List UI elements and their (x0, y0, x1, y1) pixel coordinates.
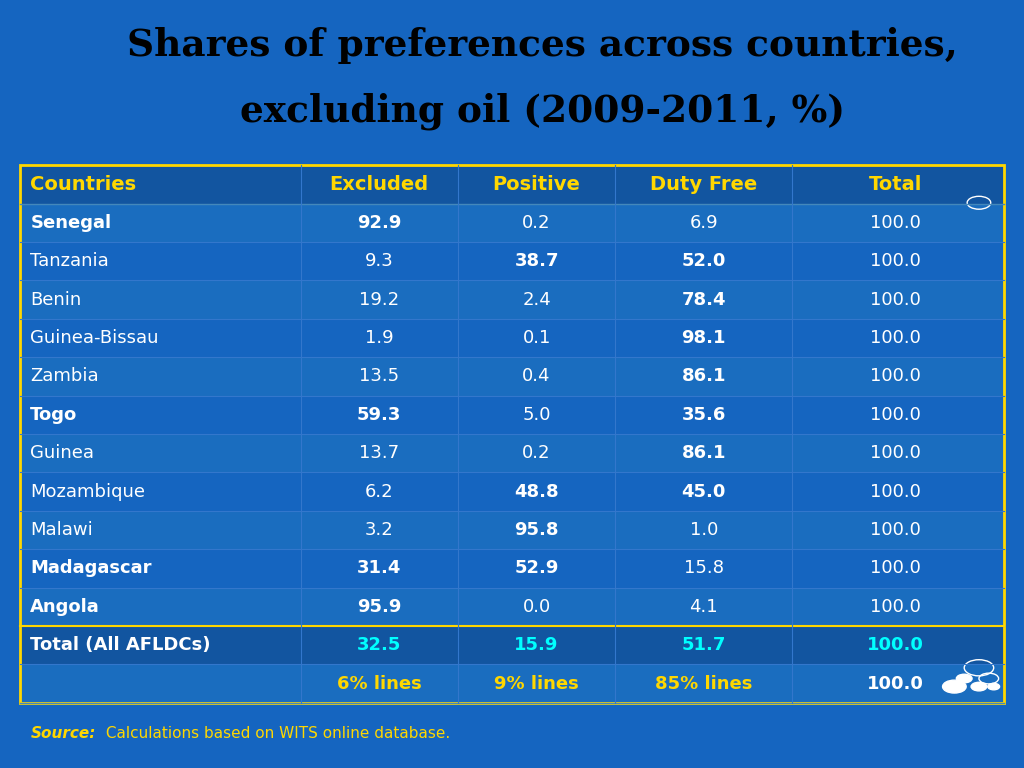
Text: 51.7: 51.7 (682, 636, 726, 654)
Text: 100.0: 100.0 (870, 559, 921, 578)
Text: 100.0: 100.0 (867, 674, 924, 693)
Text: 5.0: 5.0 (522, 406, 551, 424)
Bar (20, 511, 1004, 549)
Text: 98.1: 98.1 (681, 329, 726, 347)
Bar (20, 242, 1004, 280)
Text: 100.0: 100.0 (870, 214, 921, 232)
Bar (20, 626, 1004, 664)
Bar (20, 396, 1004, 434)
Text: 86.1: 86.1 (681, 444, 726, 462)
Text: 100.0: 100.0 (870, 521, 921, 539)
Text: Zambia: Zambia (31, 367, 99, 386)
Text: Countries: Countries (31, 175, 136, 194)
Text: 0.2: 0.2 (522, 214, 551, 232)
Circle shape (971, 682, 987, 691)
Text: Tanzania: Tanzania (31, 252, 110, 270)
Text: 100.0: 100.0 (870, 329, 921, 347)
Bar (20, 357, 1004, 396)
Text: Positive: Positive (493, 175, 581, 194)
Text: 15.9: 15.9 (514, 636, 559, 654)
Text: 100.0: 100.0 (870, 482, 921, 501)
Text: 100.0: 100.0 (870, 444, 921, 462)
Text: 31.4: 31.4 (357, 559, 401, 578)
Text: 85% lines: 85% lines (655, 674, 753, 693)
Text: 52.0: 52.0 (682, 252, 726, 270)
Text: Excluded: Excluded (330, 175, 429, 194)
Text: 100.0: 100.0 (870, 252, 921, 270)
Text: Senegal: Senegal (31, 214, 112, 232)
Text: 6.9: 6.9 (689, 214, 718, 232)
Bar (20, 549, 1004, 588)
Text: 6% lines: 6% lines (337, 674, 422, 693)
Text: Source:: Source: (31, 726, 95, 741)
Text: 100.0: 100.0 (870, 598, 921, 616)
Text: 59.3: 59.3 (357, 406, 401, 424)
Bar (20, 319, 1004, 357)
Text: Madagascar: Madagascar (31, 559, 152, 578)
Text: Benin: Benin (31, 290, 82, 309)
Text: excluding oil (2009-2011, %): excluding oil (2009-2011, %) (241, 92, 845, 130)
Text: 48.8: 48.8 (514, 482, 559, 501)
Text: Calculations based on WITS online database.: Calculations based on WITS online databa… (101, 726, 451, 741)
Bar (20, 472, 1004, 511)
Text: 13.7: 13.7 (359, 444, 399, 462)
Text: 52.9: 52.9 (514, 559, 559, 578)
Text: 1.9: 1.9 (365, 329, 393, 347)
Text: 100.0: 100.0 (870, 367, 921, 386)
Bar (20, 664, 1004, 703)
Text: Mozambique: Mozambique (31, 482, 145, 501)
Text: 92.9: 92.9 (357, 214, 401, 232)
Bar (20, 588, 1004, 626)
Bar (20, 165, 1004, 204)
Text: 0.0: 0.0 (522, 598, 551, 616)
Text: 95.9: 95.9 (357, 598, 401, 616)
Text: Guinea-Bissau: Guinea-Bissau (31, 329, 159, 347)
Text: 32.5: 32.5 (357, 636, 401, 654)
Text: 100.0: 100.0 (870, 290, 921, 309)
Text: 19.2: 19.2 (359, 290, 399, 309)
Circle shape (956, 674, 972, 683)
Text: 2.4: 2.4 (522, 290, 551, 309)
Text: Togo: Togo (31, 406, 78, 424)
Bar (20, 434, 1004, 472)
Text: 95.8: 95.8 (514, 521, 559, 539)
Text: Angola: Angola (31, 598, 100, 616)
Text: 4.1: 4.1 (689, 598, 718, 616)
Text: Total: Total (868, 175, 922, 194)
Text: Malawi: Malawi (31, 521, 93, 539)
Text: 38.7: 38.7 (514, 252, 559, 270)
Text: Shares of preferences across countries,: Shares of preferences across countries, (127, 27, 958, 64)
Bar (20, 280, 1004, 319)
Text: 9% lines: 9% lines (495, 674, 579, 693)
Text: Duty Free: Duty Free (650, 175, 758, 194)
Circle shape (942, 680, 967, 693)
Text: 9.3: 9.3 (365, 252, 393, 270)
Text: 45.0: 45.0 (682, 482, 726, 501)
Bar (20, 204, 1004, 242)
Text: 6.2: 6.2 (365, 482, 393, 501)
Text: 86.1: 86.1 (681, 367, 726, 386)
Text: 35.6: 35.6 (682, 406, 726, 424)
Text: 0.2: 0.2 (522, 444, 551, 462)
Text: 78.4: 78.4 (681, 290, 726, 309)
Text: 100.0: 100.0 (867, 636, 924, 654)
Text: 100.0: 100.0 (870, 406, 921, 424)
Text: 3.2: 3.2 (365, 521, 393, 539)
Text: 15.8: 15.8 (684, 559, 724, 578)
Text: Guinea: Guinea (31, 444, 94, 462)
Text: 0.1: 0.1 (522, 329, 551, 347)
Text: 1.0: 1.0 (689, 521, 718, 539)
Text: 13.5: 13.5 (359, 367, 399, 386)
Text: 0.4: 0.4 (522, 367, 551, 386)
Text: Total (All AFLDCs): Total (All AFLDCs) (31, 636, 211, 654)
Circle shape (988, 684, 999, 690)
